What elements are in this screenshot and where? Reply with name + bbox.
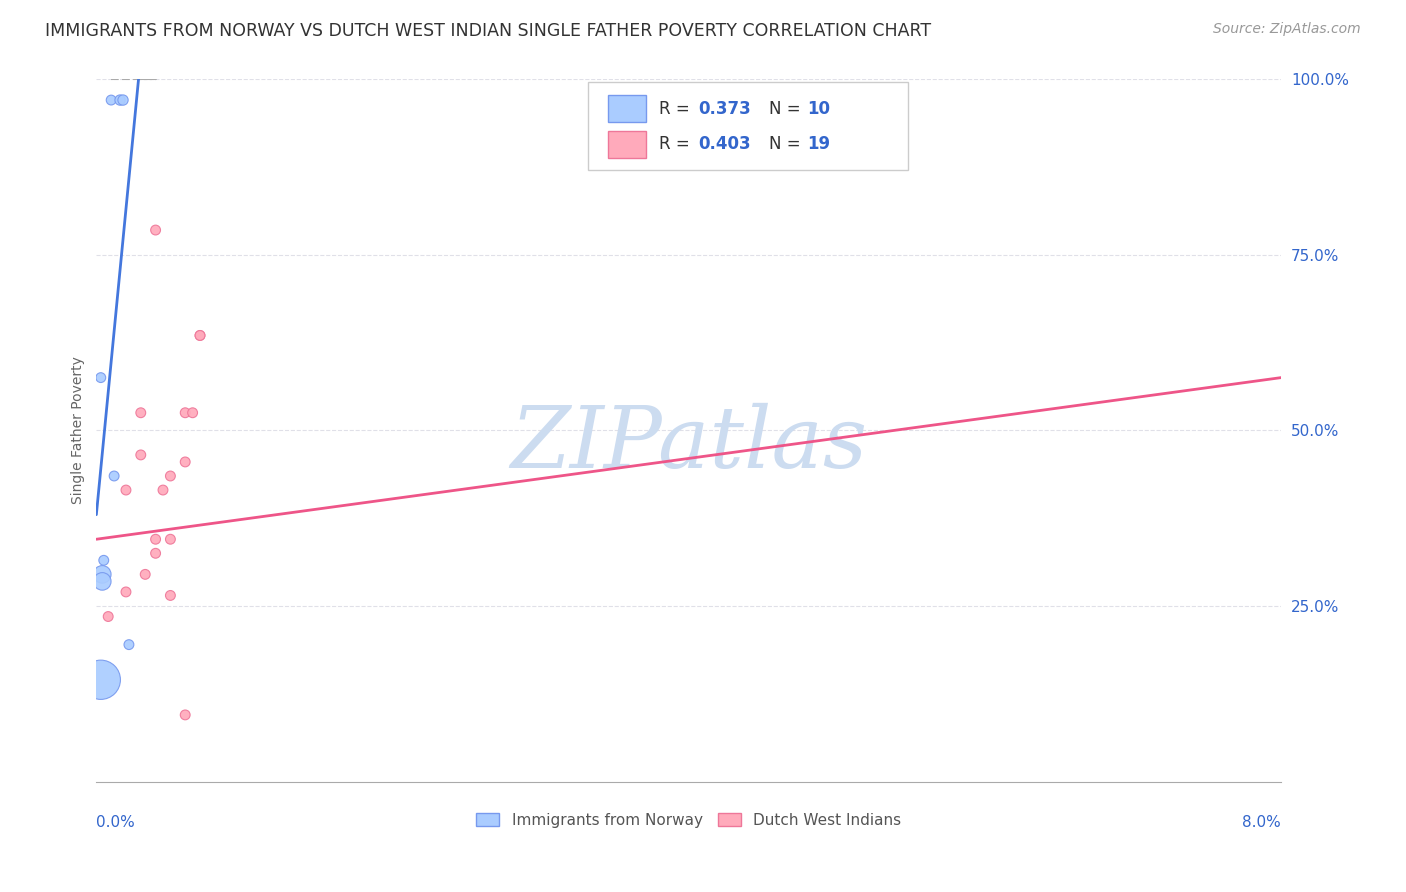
Point — [159, 533, 181, 547]
Y-axis label: Single Father Poverty: Single Father Poverty — [72, 357, 86, 504]
FancyBboxPatch shape — [609, 131, 647, 158]
Point — [159, 589, 181, 603]
Point — [108, 93, 131, 107]
Text: 0.403: 0.403 — [699, 136, 751, 153]
Point — [145, 546, 167, 560]
Point — [91, 567, 114, 582]
Point — [97, 609, 120, 624]
Text: 8.0%: 8.0% — [1243, 815, 1281, 830]
Point — [90, 673, 112, 687]
Text: R =: R = — [659, 136, 695, 153]
Point — [118, 638, 141, 652]
Point — [100, 93, 122, 107]
Text: N =: N = — [769, 100, 806, 118]
Legend: Immigrants from Norway, Dutch West Indians: Immigrants from Norway, Dutch West India… — [470, 806, 907, 834]
Point — [93, 553, 115, 567]
Point — [115, 585, 138, 599]
Text: Source: ZipAtlas.com: Source: ZipAtlas.com — [1213, 22, 1361, 37]
Text: 10: 10 — [807, 100, 830, 118]
Point — [188, 328, 211, 343]
Point — [152, 483, 174, 497]
Point — [115, 483, 138, 497]
Point — [174, 406, 197, 420]
Text: R =: R = — [659, 100, 695, 118]
Point — [181, 406, 204, 420]
Point — [91, 574, 114, 589]
Point — [134, 567, 156, 582]
Point — [159, 469, 181, 483]
Text: 0.373: 0.373 — [699, 100, 751, 118]
Point — [111, 93, 134, 107]
Point — [129, 406, 152, 420]
Text: IMMIGRANTS FROM NORWAY VS DUTCH WEST INDIAN SINGLE FATHER POVERTY CORRELATION CH: IMMIGRANTS FROM NORWAY VS DUTCH WEST IND… — [45, 22, 931, 40]
Point — [145, 533, 167, 547]
Point — [90, 370, 112, 384]
Text: N =: N = — [769, 136, 806, 153]
Text: 19: 19 — [807, 136, 831, 153]
Text: ZIPatlas: ZIPatlas — [510, 403, 868, 486]
FancyBboxPatch shape — [588, 82, 908, 170]
Point — [145, 223, 167, 237]
Point — [103, 469, 125, 483]
Point — [188, 328, 211, 343]
Point — [129, 448, 152, 462]
Text: 0.0%: 0.0% — [97, 815, 135, 830]
Point — [174, 455, 197, 469]
FancyBboxPatch shape — [609, 95, 647, 122]
Point — [174, 707, 197, 722]
